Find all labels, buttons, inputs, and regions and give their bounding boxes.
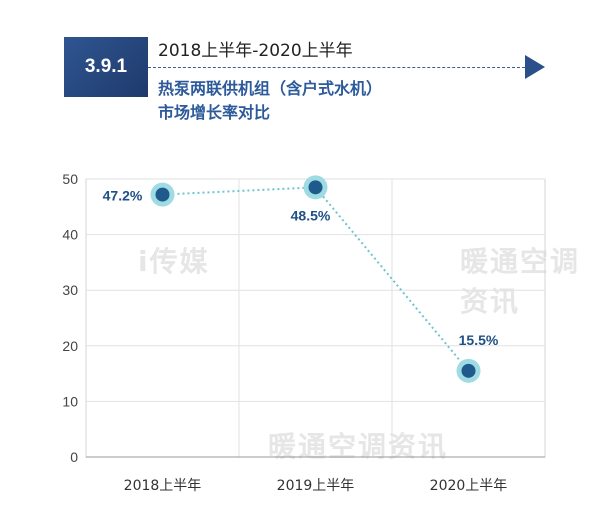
watermark-logo: i传媒 [138,245,210,278]
chart-title-line2: 市场增长率对比 [158,103,271,122]
series-line [162,186,470,372]
y-tick-label: 30 [62,282,78,298]
chart-title-line1: 热泵两联供机组（含户式水机） [158,79,383,98]
arrow-right-icon [525,55,545,79]
y-tick-label: 0 [70,449,78,465]
watermark-text: 暖通空调资讯 [460,245,581,318]
title-rule [148,67,525,68]
y-tick-label: 50 [62,171,78,187]
chart-period: 2018上半年-2020上半年 [158,41,353,61]
chart-title: 热泵两联供机组（含户式水机） 市场增长率对比 [158,77,382,125]
data-label: 47.2% [103,188,143,204]
section-badge: 3.9.1 [64,37,148,97]
x-tick-label: 2019上半年 [277,478,355,494]
data-points: 47.2% 48.5% 15.5% [103,175,499,383]
series-line-path [162,186,470,372]
data-label: 48.5% [291,207,331,223]
y-tick-label: 40 [62,227,78,243]
x-tick-label: 2020上半年 [430,478,508,494]
y-tick-label: 10 [62,393,78,409]
y-tick-label: 20 [62,338,78,354]
x-tick-label: 2018上半年 [124,478,202,494]
data-label: 15.5% [459,332,499,348]
data-point [308,180,323,195]
data-point [461,363,476,378]
data-point [155,187,170,202]
axes: 0 10 20 30 40 50 2018上半年 2019上半年 2020上半年 [62,171,545,494]
